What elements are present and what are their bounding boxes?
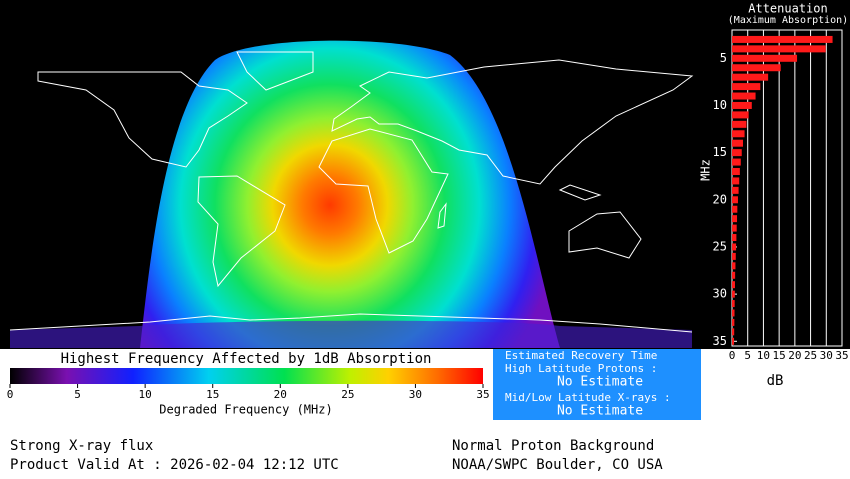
bar [732,73,769,81]
valid-time: Product Valid At : 2026-02-04 12:12 UTC [10,457,339,473]
x-tick-label: 35 [835,349,848,362]
y-axis-label: MHz [699,159,713,181]
bar [732,45,826,53]
y-tick-label: 10 [713,98,727,112]
recovery-high-value: No Estimate [557,375,643,390]
bar [732,149,742,157]
bar [732,234,737,242]
y-tick-label: 30 [713,287,727,301]
bar [732,224,737,232]
colorbar-title: Highest Frequency Affected by 1dB Absorp… [61,351,432,367]
recovery-title: Estimated Recovery Time [505,349,657,362]
status-right: Normal Proton Background [452,438,654,454]
recovery-box [493,349,701,420]
bar [732,243,737,251]
bar [732,120,747,128]
colorbar-tick-label: 10 [139,388,152,401]
bar [732,158,741,166]
y-tick-label: 20 [713,192,727,206]
y-tick-label: 5 [720,51,727,65]
colorbar [10,368,483,384]
y-tick-label: 15 [713,145,727,159]
colorbar-tick-label: 5 [74,388,81,401]
x-axis-label: dB [767,373,784,389]
bar [732,337,735,345]
bar [732,262,736,270]
status-left: Strong X-ray flux [10,438,153,454]
bar [732,139,743,147]
bar [732,130,745,138]
bar [732,92,756,100]
polar-region [10,320,692,348]
bar [732,186,739,194]
bar [732,271,736,279]
bar [732,101,752,109]
bar [732,83,761,91]
colorbar-tick-label: 30 [409,388,422,401]
bar-title: Attenuation [748,2,827,16]
bar [732,54,798,62]
bar [732,318,735,326]
bar [732,290,735,298]
x-tick-label: 20 [788,349,801,362]
x-tick-label: 5 [744,349,751,362]
bar [732,309,735,317]
colorbar-tick-label: 25 [341,388,354,401]
bar [732,205,738,213]
x-tick-label: 10 [757,349,770,362]
x-tick-label: 25 [804,349,817,362]
recovery-mid-label: Mid/Low Latitude X-rays : [505,391,671,404]
bar [732,196,738,204]
recovery-mid-value: No Estimate [557,404,643,419]
bar [732,252,736,260]
colorbar-tick-label: 35 [476,388,489,401]
bar [732,111,749,119]
bar [732,300,735,308]
bar [732,64,781,72]
bar [732,177,740,185]
source: NOAA/SWPC Boulder, CO USA [452,457,663,473]
coastlines [9,51,694,333]
bar [732,167,740,175]
bar [732,35,833,43]
colorbar-tick-label: 15 [206,388,219,401]
bar [732,328,735,336]
recovery-high-label: High Latitude Protons : [505,362,657,375]
colorbar-tick-label: 0 [7,388,14,401]
y-tick-label: 35 [713,334,727,348]
bar [732,215,738,223]
y-tick-label: 25 [713,239,727,253]
x-tick-label: 0 [729,349,736,362]
colorbar-label: Degraded Frequency (MHz) [159,403,332,417]
bar-subtitle: (Maximum Absorption) [728,15,848,26]
x-tick-label: 15 [773,349,786,362]
colorbar-tick-label: 20 [274,388,287,401]
x-tick-label: 30 [820,349,833,362]
bar [732,281,735,289]
absorption-region [140,40,560,348]
